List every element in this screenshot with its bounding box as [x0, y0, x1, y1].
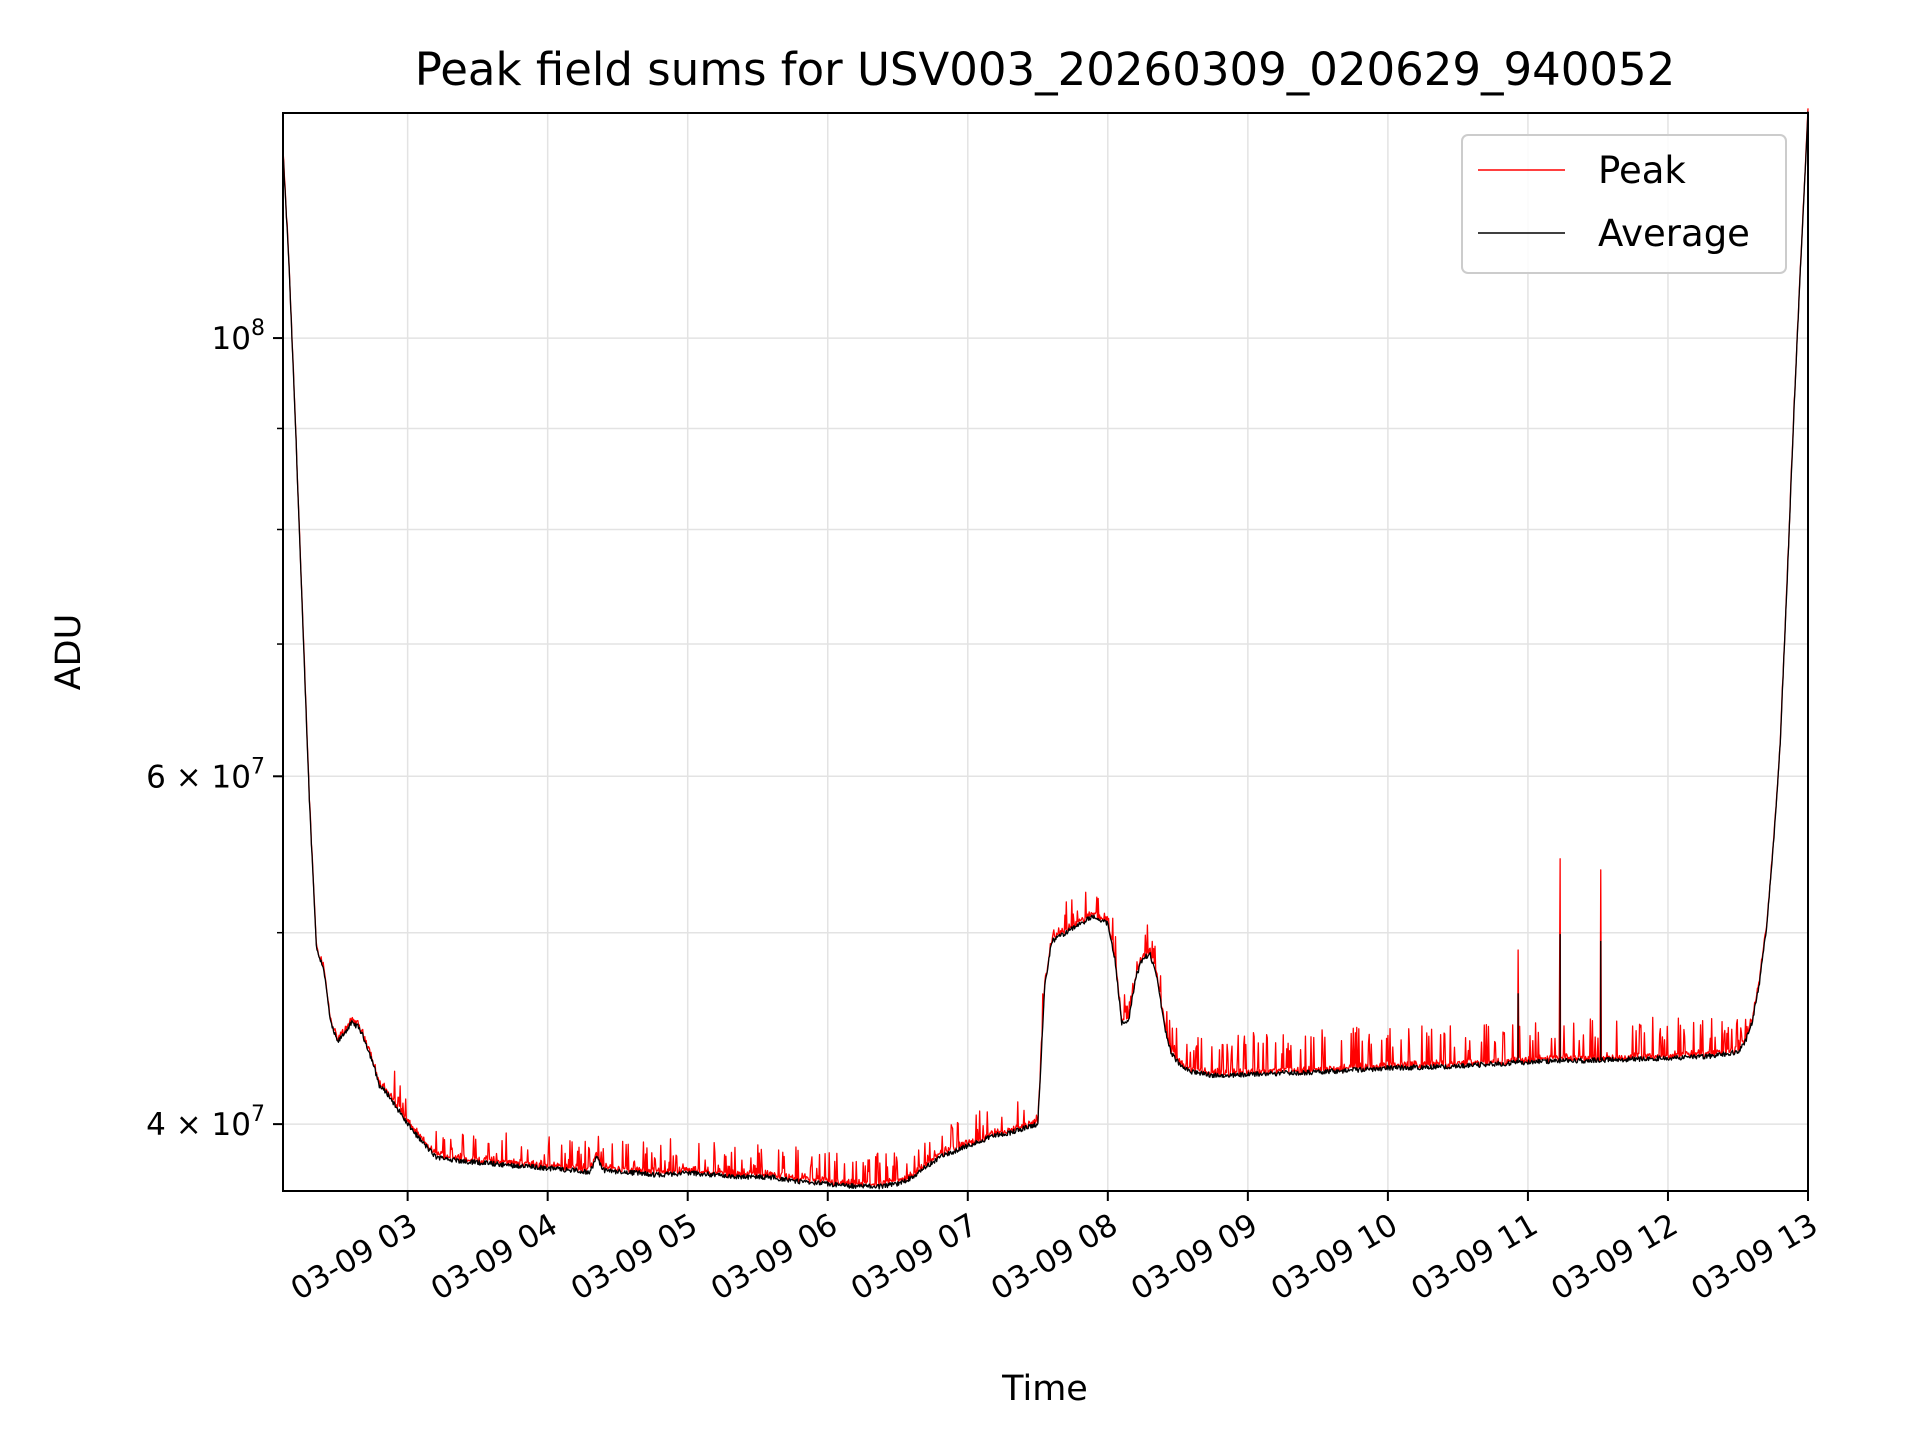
legend: Peak Average — [1461, 134, 1787, 274]
series-layer — [282, 108, 1809, 1190]
legend-label-peak: Peak — [1598, 149, 1686, 192]
y-tick-label: 6 × 107 — [146, 754, 265, 795]
chart-title: Peak field sums for USV003_20260309_0206… — [415, 43, 1676, 96]
y-tick-label: 4 × 107 — [146, 1102, 265, 1143]
series-line-average — [282, 111, 1809, 1190]
x-axis-label: Time — [1001, 1369, 1088, 1409]
y-axis-label: ADU — [49, 614, 89, 691]
plot-frame — [282, 112, 1809, 1192]
legend-label-average: Average — [1598, 212, 1750, 255]
y-tick-label: 108 — [212, 316, 265, 357]
